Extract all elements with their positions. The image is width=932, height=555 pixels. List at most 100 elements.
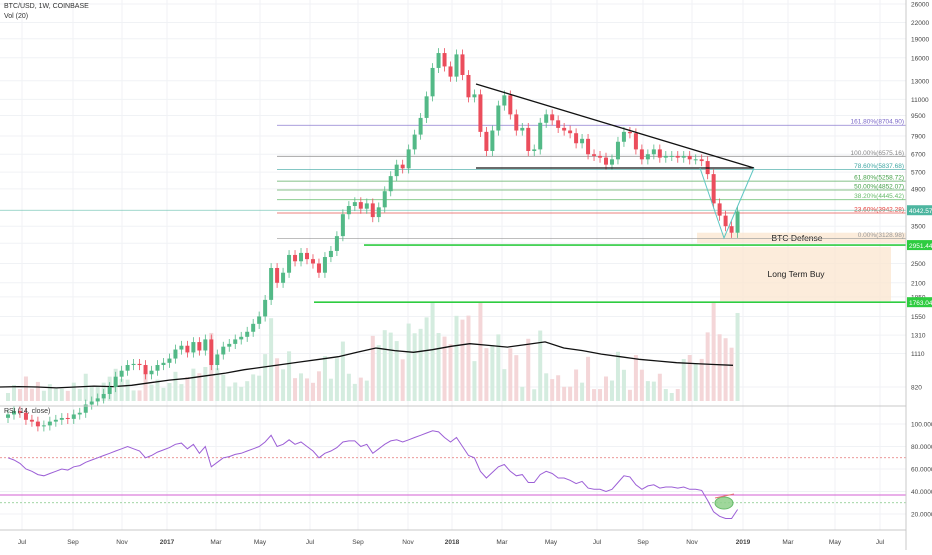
candle	[137, 363, 142, 366]
candle	[6, 414, 10, 418]
volume-bar	[586, 356, 591, 401]
volume-bar	[59, 388, 64, 401]
candle	[490, 130, 495, 151]
volume-bar	[705, 332, 710, 401]
volume-bar	[47, 384, 52, 401]
candle	[95, 398, 100, 402]
symbol-title: BTC/USD, 1W, COINBASE	[4, 3, 89, 10]
volume-bar	[293, 378, 298, 401]
time-tick: 2018	[445, 539, 460, 546]
candle	[245, 331, 250, 337]
volume-bar	[137, 390, 142, 401]
candle	[275, 268, 280, 283]
time-tick: Sep	[352, 539, 364, 546]
candle	[41, 425, 46, 427]
time-tick: 2017	[160, 539, 175, 546]
candle	[418, 117, 423, 135]
candle	[364, 203, 369, 209]
candle	[322, 257, 327, 273]
volume-bar	[681, 359, 686, 401]
price-tick: 11000	[911, 97, 929, 104]
candle	[621, 131, 626, 142]
candle	[657, 149, 662, 158]
candle	[23, 412, 28, 420]
candle	[299, 252, 304, 262]
candle	[334, 236, 339, 251]
rsi-tick: 60.0000	[911, 467, 932, 474]
volume-bar	[29, 388, 34, 401]
candle	[376, 207, 381, 218]
candle	[538, 122, 543, 150]
volume-bar	[460, 319, 465, 401]
volume-bar	[239, 386, 244, 401]
price-tick: 3500	[911, 224, 926, 231]
volume-bar	[609, 380, 614, 401]
time-tick: May	[545, 539, 558, 546]
candle	[508, 95, 513, 115]
volume-bar	[436, 333, 441, 401]
candle	[609, 159, 614, 165]
candle	[173, 349, 178, 359]
candle	[514, 114, 519, 131]
volume-bar	[316, 371, 321, 401]
volume-bar	[717, 334, 722, 401]
candle	[723, 215, 728, 227]
volume-bar	[370, 335, 375, 401]
candle	[340, 214, 345, 237]
candle	[65, 417, 70, 419]
candle	[143, 365, 148, 375]
volume-bar	[448, 344, 453, 401]
time-tick: Mar	[782, 539, 794, 546]
volume-bar	[11, 384, 16, 401]
candle	[633, 133, 638, 150]
volume-bar	[203, 366, 208, 401]
volume-bar	[556, 375, 561, 401]
candle	[167, 358, 172, 363]
volume-bar	[71, 382, 76, 401]
volume-bar	[520, 386, 525, 401]
rsi-line	[7, 430, 739, 519]
candle	[179, 345, 184, 350]
volume-bar	[358, 377, 363, 401]
candle	[370, 203, 375, 218]
volume-bar	[675, 389, 680, 401]
price-tick: 2100	[911, 280, 926, 287]
volume-bar	[95, 385, 100, 401]
candle	[478, 94, 483, 132]
volume-bar	[669, 393, 674, 401]
volume-bar	[478, 303, 483, 401]
volume-bar	[532, 389, 537, 401]
volume-bar	[568, 386, 573, 401]
candle	[574, 133, 579, 144]
volume-bar	[322, 356, 327, 401]
volume-bar	[598, 389, 603, 401]
volume-bar	[251, 374, 256, 401]
volume-bar	[442, 336, 447, 401]
candle	[59, 417, 64, 420]
volume-ma-line	[0, 341, 734, 389]
volume-bar	[125, 379, 130, 401]
volume-bar	[496, 334, 501, 401]
volume-bar	[65, 390, 70, 401]
volume-bar	[191, 368, 196, 401]
volume-bar	[233, 382, 238, 401]
candle	[520, 127, 525, 131]
candle	[203, 339, 208, 351]
volume-bar	[149, 384, 154, 401]
volume-bar	[633, 355, 638, 401]
volume-bar	[472, 361, 477, 401]
price-tick: 1110	[911, 351, 925, 358]
time-tick: Nov	[402, 539, 414, 546]
support-price-label: 2951.44	[909, 243, 932, 250]
candle	[598, 155, 603, 158]
volume-bar	[526, 338, 531, 401]
candle	[675, 155, 680, 158]
volume-bar	[394, 341, 399, 401]
volume-bar	[245, 381, 250, 401]
volume-bar	[615, 351, 620, 401]
volume-bar	[687, 354, 692, 401]
price-tick: 19000	[911, 36, 929, 43]
rsi-tick: 40.0000	[911, 489, 932, 496]
